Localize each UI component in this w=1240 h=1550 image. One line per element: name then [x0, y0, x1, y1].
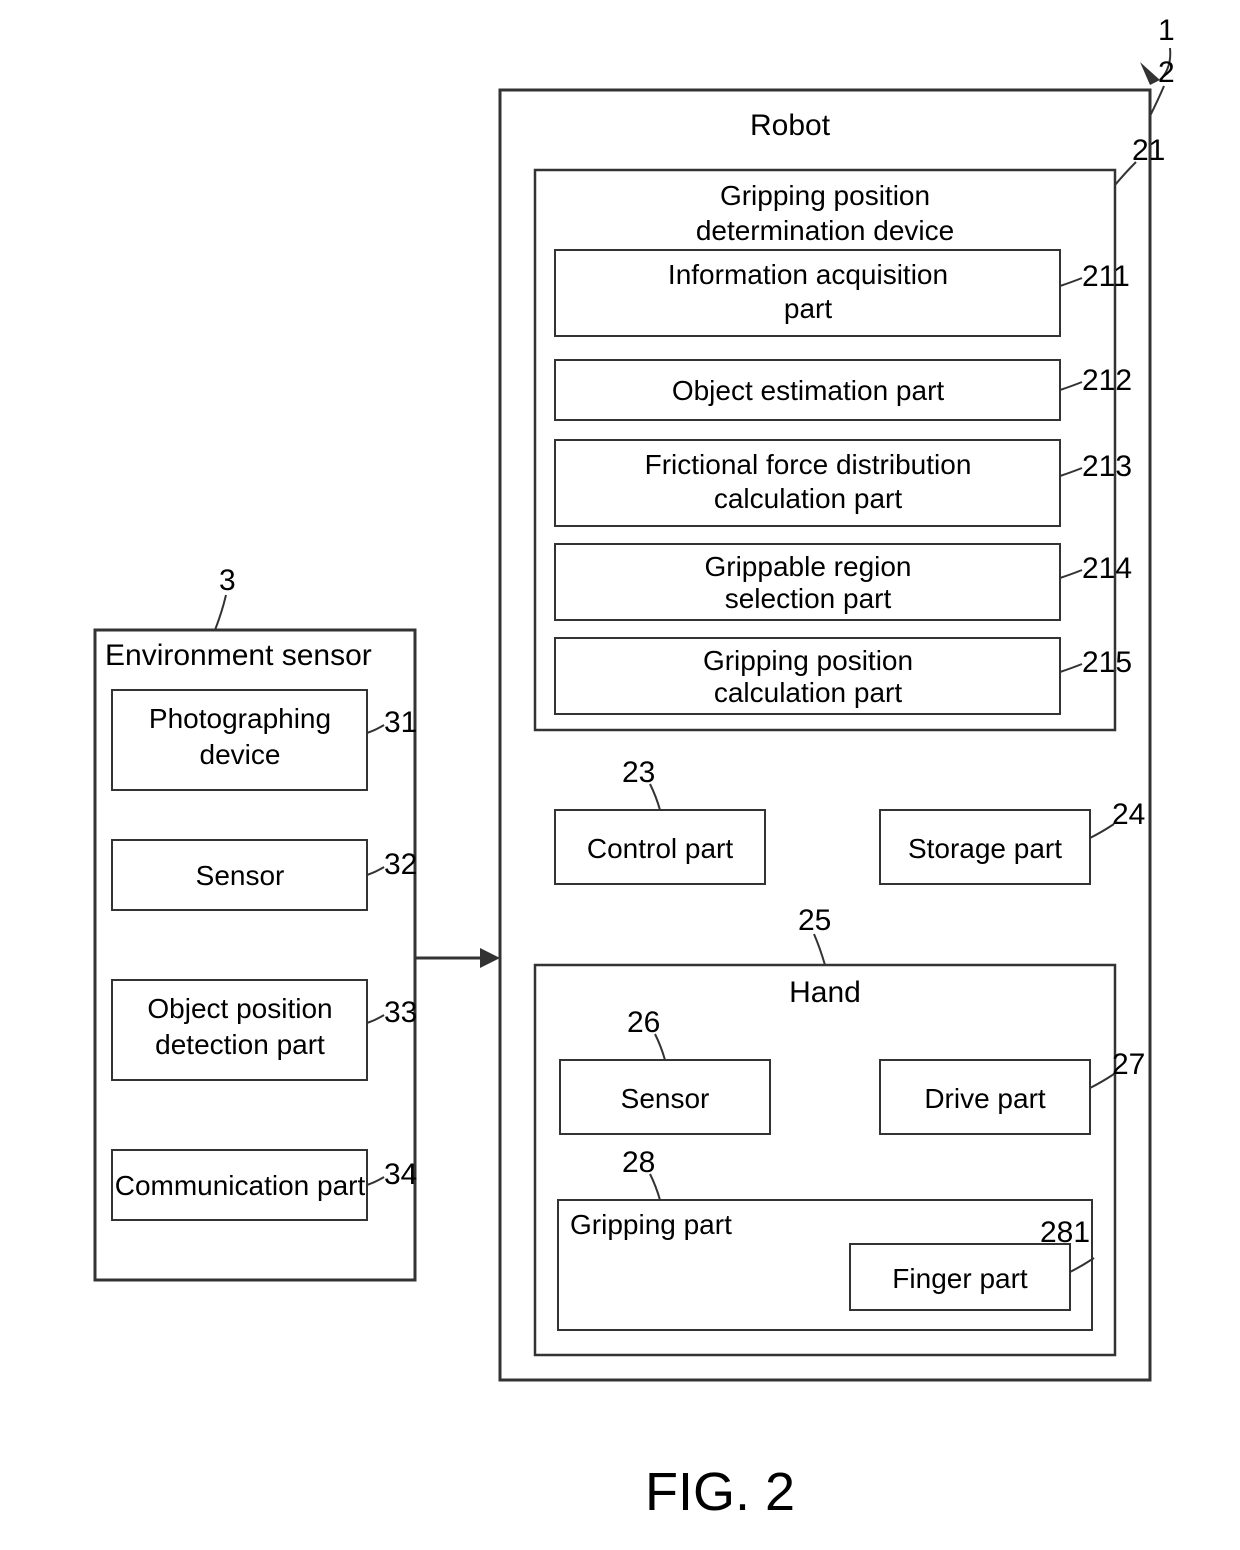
finger-part-ref: 281 [1040, 1216, 1090, 1249]
storage-part-ref: 24 [1112, 798, 1145, 831]
communication-label: Communication part [115, 1170, 366, 1201]
robot-title: Robot [750, 109, 831, 142]
robot-ref: 2 [1158, 56, 1175, 89]
env-sensor-inner-leader [367, 867, 384, 875]
grippable-label-l1: Grippable region [704, 551, 911, 582]
control-part-label: Control part [587, 833, 734, 864]
photographing-device-label-l1: Photographing [149, 703, 331, 734]
object-position-leader [367, 1015, 384, 1023]
env-sensor-leader [215, 595, 226, 630]
frictional-leader [1060, 468, 1082, 476]
gripping-part-ref: 28 [622, 1146, 655, 1179]
info-acq-label-l2: part [784, 293, 832, 324]
grip-calc-label-l1: Gripping position [703, 645, 913, 676]
photographing-device-leader [367, 725, 384, 733]
environment-sensor-block: Environment sensor 3 Photographing devic… [95, 564, 417, 1280]
hand-sensor-label: Sensor [621, 1083, 710, 1114]
hand-sensor-ref: 26 [627, 1006, 660, 1039]
info-acq-label-l1: Information acquisition [668, 259, 948, 290]
robot-block: Robot 2 Gripping position determination … [500, 56, 1175, 1380]
system-ref-label: 1 [1158, 14, 1175, 47]
obj-est-label: Object estimation part [672, 375, 945, 406]
env-sensor-title: Environment sensor [105, 639, 372, 672]
hand-ref: 25 [798, 904, 831, 937]
grip-calc-label-l2: calculation part [714, 677, 903, 708]
env-sensor-ref: 3 [219, 564, 236, 597]
communication-leader [367, 1177, 384, 1185]
storage-part-label: Storage part [908, 833, 1062, 864]
robot-ref-leader [1150, 86, 1164, 116]
env-sensor-inner-ref: 32 [384, 848, 417, 881]
frictional-label-l2: calculation part [714, 483, 903, 514]
photographing-device-label-l2: device [200, 739, 281, 770]
hand-title: Hand [789, 976, 861, 1009]
env-sensor-inner-label: Sensor [196, 860, 285, 891]
photographing-device-ref: 31 [384, 706, 417, 739]
system-ref-arrowhead [1140, 62, 1160, 85]
gripping-part-block: Gripping part 28 Finger part 281 [558, 1146, 1094, 1330]
finger-part-label: Finger part [892, 1263, 1028, 1294]
grip-calc-ref: 215 [1082, 646, 1132, 679]
frictional-ref: 213 [1082, 450, 1132, 483]
gpd-block: Gripping position determination device 2… [535, 134, 1165, 730]
storage-part-leader [1090, 824, 1114, 838]
control-part-ref: 23 [622, 756, 655, 789]
hand-block: Hand 25 Sensor 26 Drive part 27 Gripping… [535, 904, 1145, 1355]
gpd-ref: 21 [1132, 134, 1165, 167]
frictional-label-l1: Frictional force distribution [645, 449, 972, 480]
drive-part-ref: 27 [1112, 1048, 1145, 1081]
grippable-leader [1060, 570, 1082, 578]
obj-est-leader [1060, 382, 1082, 390]
env-to-robot-arrow [415, 948, 500, 968]
gripping-part-title: Gripping part [570, 1209, 732, 1240]
hand-ref-leader [814, 934, 825, 965]
gpd-title-l2: determination device [696, 215, 954, 246]
drive-part-leader [1090, 1074, 1114, 1088]
finger-part-leader [1070, 1258, 1094, 1272]
object-position-label-l2: detection part [155, 1029, 325, 1060]
communication-ref: 34 [384, 1158, 417, 1191]
grippable-ref: 214 [1082, 552, 1132, 585]
diagram-canvas: FIG. 2 1 Environment sensor 3 Photograph… [0, 0, 1240, 1550]
object-position-label-l1: Object position [147, 993, 332, 1024]
info-acq-leader [1060, 278, 1082, 286]
info-acq-ref: 211 [1082, 260, 1130, 293]
grip-calc-leader [1060, 664, 1082, 672]
object-position-ref: 33 [384, 996, 417, 1029]
gpd-title-l1: Gripping position [720, 180, 930, 211]
obj-est-ref: 212 [1082, 364, 1132, 397]
grippable-label-l2: selection part [725, 583, 892, 614]
drive-part-label: Drive part [924, 1083, 1046, 1114]
figure-caption: FIG. 2 [645, 1462, 795, 1522]
